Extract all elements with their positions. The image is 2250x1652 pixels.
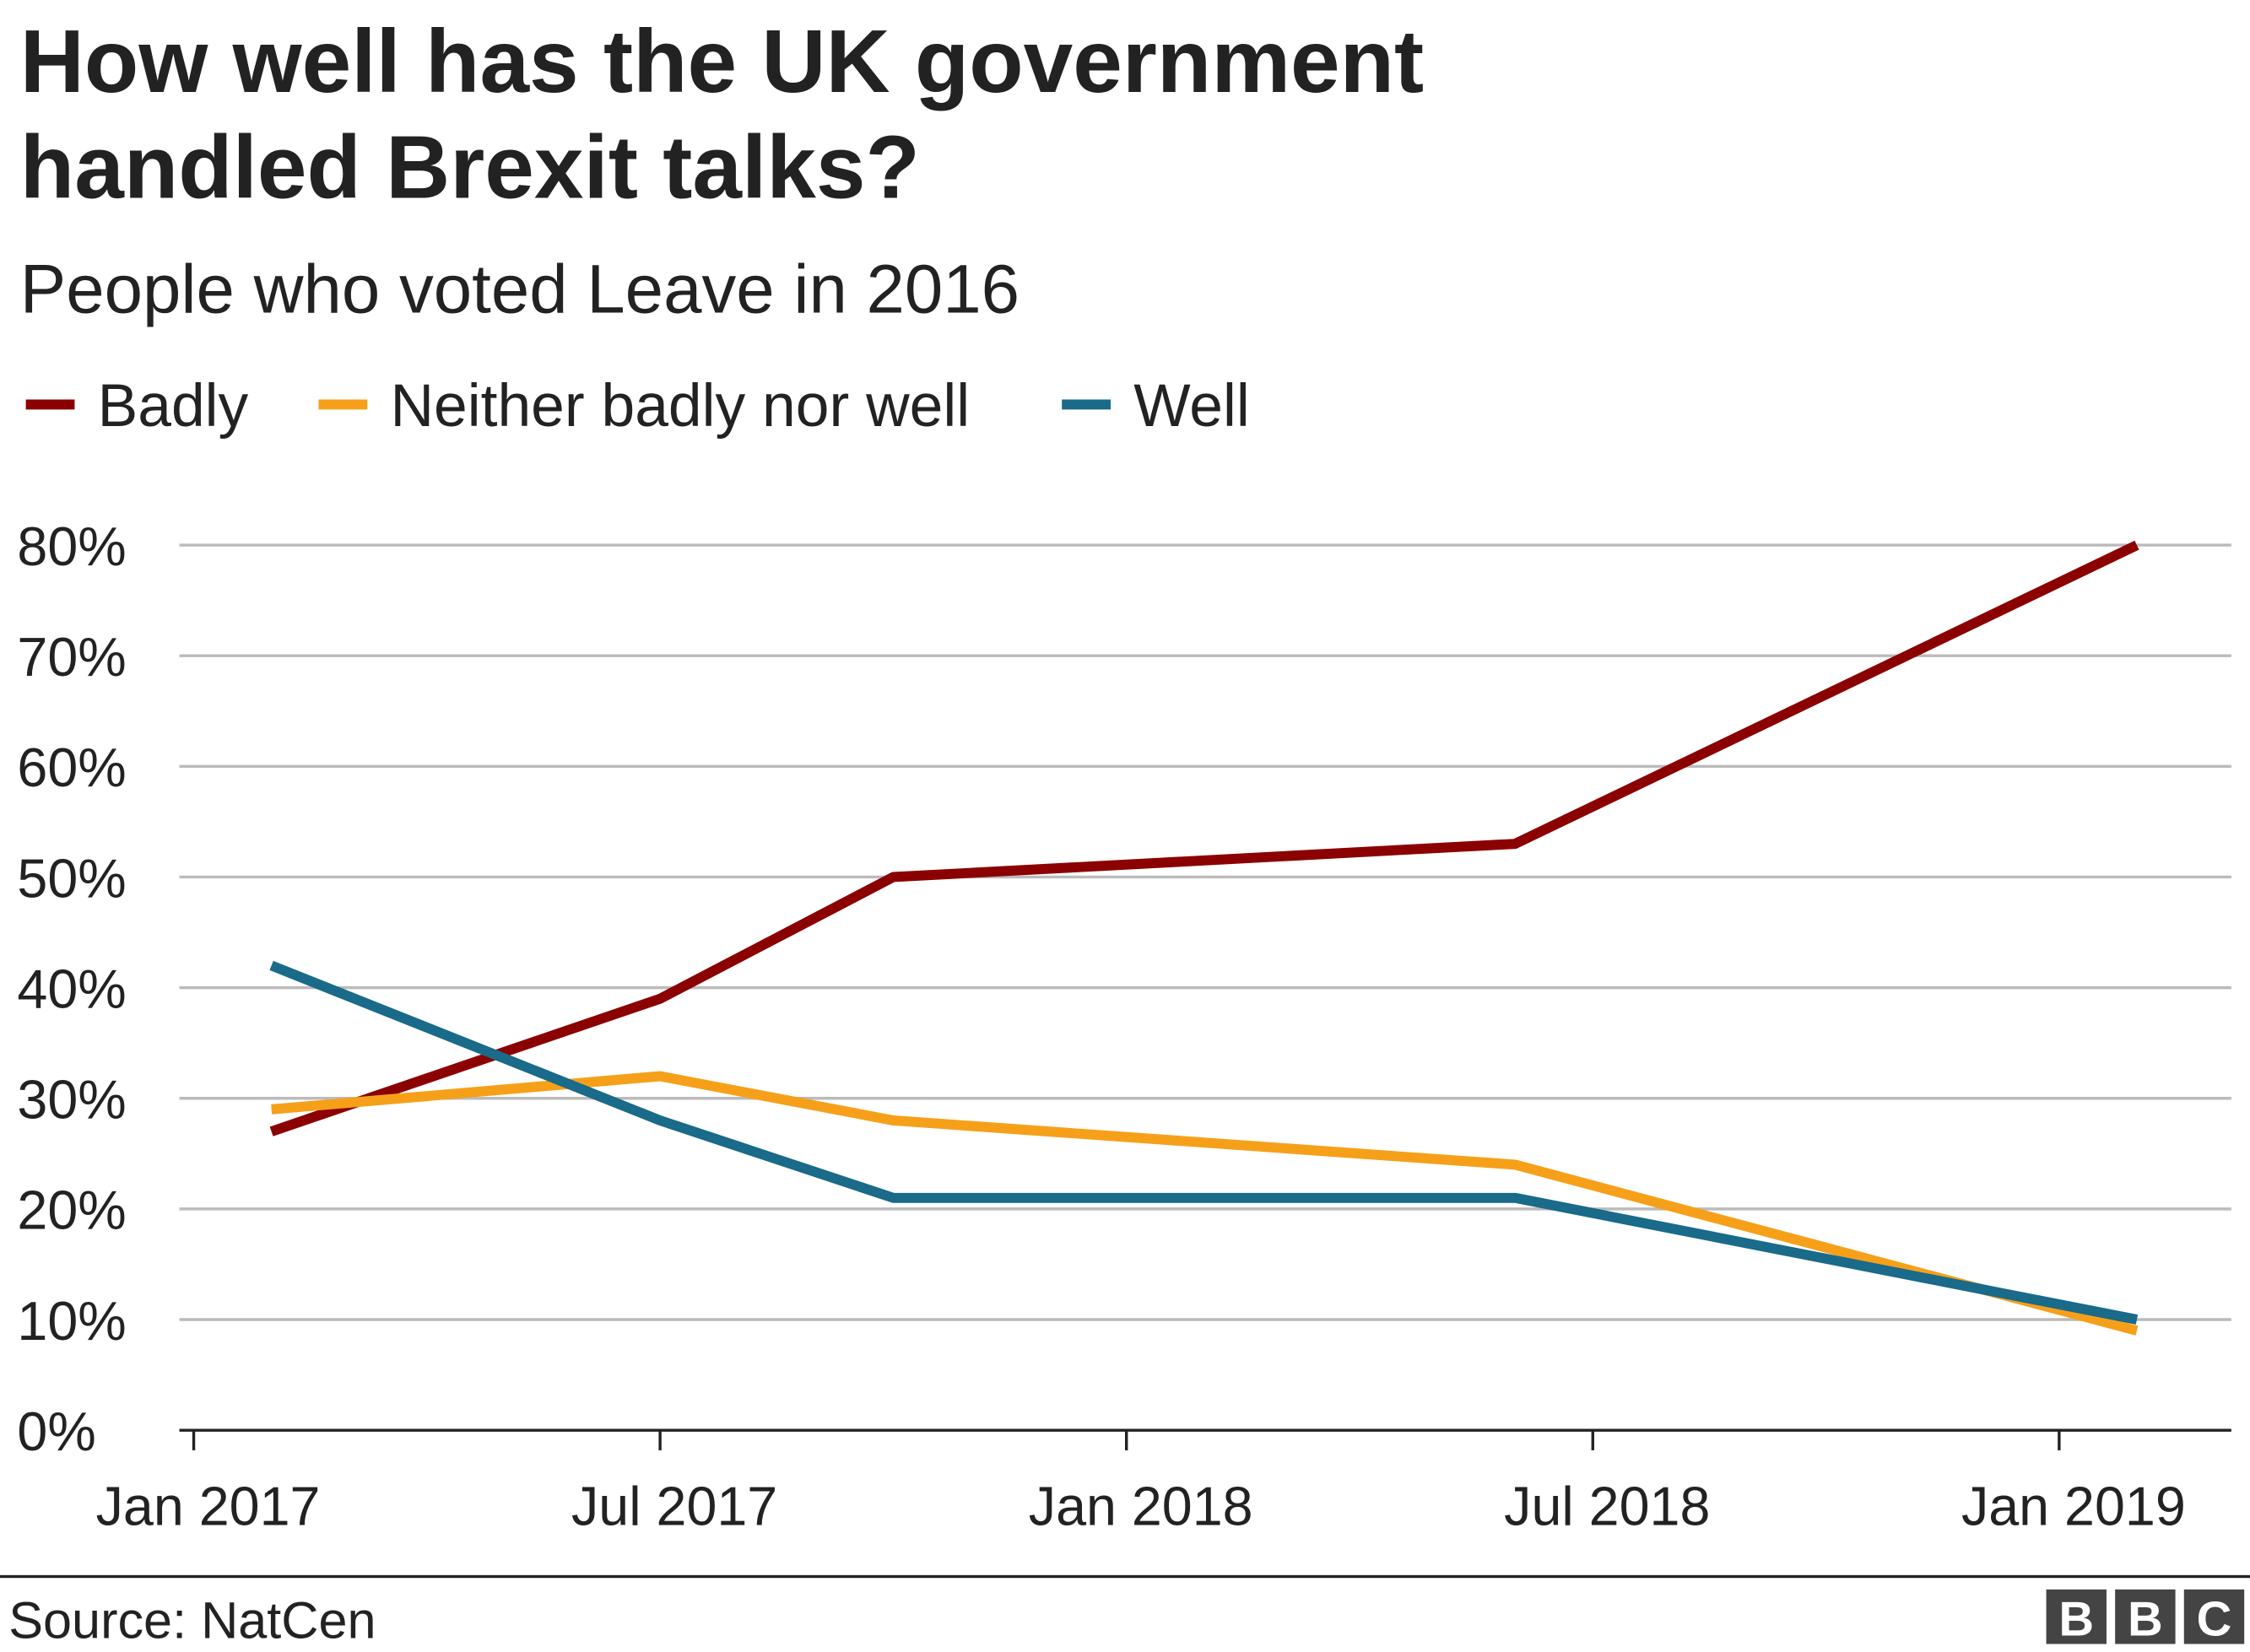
y-axis: 0% 10% 20% 30% 40% 50% 60% 70% 80% [17,516,126,1462]
legend: Badly Neither badly nor well Well [25,372,1250,440]
gridlines [179,543,2231,1321]
y-tick-label: 30% [17,1070,126,1131]
series-line-badly [269,540,2139,1136]
chart-title-line-2: handled Brexit talks? [20,119,920,218]
chart-title-line-1: How well has the UK government [20,13,1424,111]
x-tick-label: Jan 2019 [1961,1476,2186,1536]
bbc-logo-letter: B [2128,1592,2163,1646]
bbc-logo-block [2046,1589,2107,1644]
bbc-logo-letter: C [2197,1592,2232,1646]
bbc-logo-letter: B [2058,1592,2094,1646]
series-lines [269,540,2139,1336]
legend-label-badly: Badly [98,372,249,440]
bbc-logo-block [2183,1589,2245,1644]
series-line-neither-badly-nor-well [271,1071,2139,1336]
bbc-logo-block [2115,1589,2176,1644]
y-tick-label: 50% [17,848,126,909]
x-tick-label: Jul 2017 [571,1476,777,1536]
y-tick-label: 0% [17,1401,95,1462]
y-tick-label: 60% [17,737,126,798]
x-tick-label: Jan 2017 [96,1476,321,1536]
x-axis: Jan 2017 Jul 2017 Jan 2018 Jul 2018 Jan 2019 [96,1428,2231,1536]
y-tick-label: 20% [17,1180,126,1241]
legend-label-well: Well [1133,372,1250,440]
x-tick-label: Jan 2018 [1029,1476,1253,1536]
legend-label-neither: Neither badly nor well [390,372,970,440]
y-tick-label: 10% [17,1291,126,1352]
y-tick-label: 70% [17,627,126,688]
source-note: Source: NatCen [8,1592,376,1649]
chart-subtitle: People who voted Leave in 2016 [20,251,1020,328]
y-tick-label: 40% [17,958,126,1019]
y-tick-label: 80% [17,516,126,577]
x-tick-label: Jul 2018 [1504,1476,1710,1536]
series-line-well [269,960,2139,1325]
